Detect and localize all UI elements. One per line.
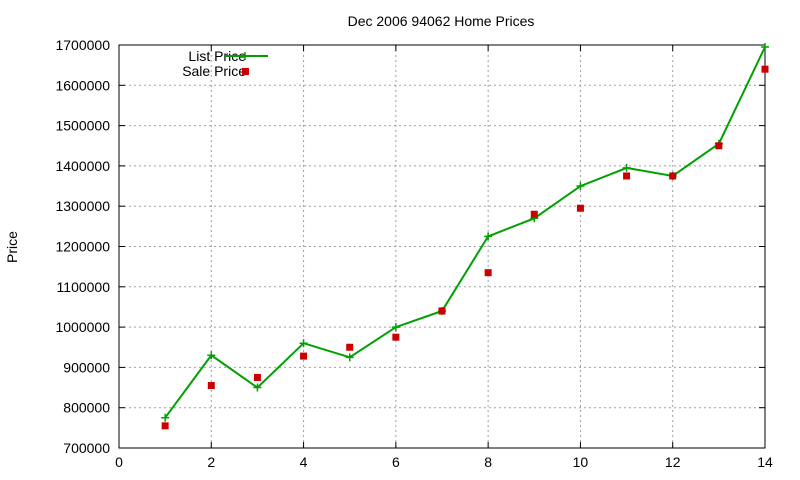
y-tick-label: 1700000 <box>55 37 110 53</box>
grid-lines <box>119 45 765 448</box>
y-tick-label: 700000 <box>63 440 110 456</box>
legend-cross-list-price <box>241 52 249 60</box>
sale-price-point <box>253 373 261 381</box>
list-price-point <box>207 351 216 360</box>
y-tick-label: 1600000 <box>55 77 110 93</box>
sale-price-point <box>484 269 492 277</box>
sale-price-point <box>161 422 169 430</box>
y-tick-label: 1000000 <box>55 319 110 335</box>
legend-label-sale-price: Sale Price <box>182 63 246 79</box>
y-tick-label: 900000 <box>63 359 110 375</box>
list-price-line <box>164 46 766 419</box>
legend-square-sale-price <box>242 68 249 75</box>
y-tick-label: 1300000 <box>55 198 110 214</box>
plot-frame <box>118 44 766 449</box>
sale-price-point <box>761 65 769 73</box>
x-tick-label: 4 <box>300 454 308 470</box>
list-price-point <box>391 323 400 332</box>
list-price-point <box>761 43 769 52</box>
list-price-point <box>484 232 493 241</box>
x-tick-label: 8 <box>484 454 492 470</box>
sale-price-point <box>576 204 584 212</box>
list-price-point <box>622 163 631 172</box>
y-tick-label: 800000 <box>63 400 110 416</box>
list-price-point <box>345 353 354 362</box>
sale-price-point <box>392 333 400 341</box>
y-tick-label: 1100000 <box>57 279 111 295</box>
sale-price-point <box>300 352 308 360</box>
chart-title: Dec 2006 94062 Home Prices <box>348 13 535 29</box>
y-tick-label: 1500000 <box>55 118 110 134</box>
list-price-point <box>299 339 308 348</box>
legend: List Price Sale Price <box>182 48 268 79</box>
y-axis-label: Price <box>4 231 20 263</box>
list-price-point <box>576 182 585 191</box>
sale-price-point <box>669 172 677 180</box>
x-tick-label: 0 <box>115 454 123 470</box>
x-tick-label: 6 <box>392 454 400 470</box>
list-price-point <box>161 413 170 422</box>
x-tick-label: 14 <box>757 454 773 470</box>
sale-price-point <box>438 307 446 315</box>
data-series <box>161 43 769 430</box>
sale-price-point <box>207 382 215 390</box>
sale-price-point <box>346 343 354 351</box>
sale-price-point <box>623 172 631 180</box>
x-tick-label: 12 <box>665 454 681 470</box>
x-tick-label: 10 <box>573 454 589 470</box>
legend-label-list-price: List Price <box>188 48 246 64</box>
x-tick-label: 2 <box>207 454 215 470</box>
sale-price-point <box>715 142 723 150</box>
y-tick-label: 1400000 <box>55 158 110 174</box>
x-tick-labels: 0 2 4 6 8 10 12 14 <box>115 454 773 470</box>
list-price-point <box>253 383 262 392</box>
y-tick-labels: 700000 800000 900000 1000000 1100000 1200000 1… <box>55 37 110 456</box>
sale-price-point <box>530 210 538 218</box>
y-tick-label: 1200000 <box>55 239 110 255</box>
